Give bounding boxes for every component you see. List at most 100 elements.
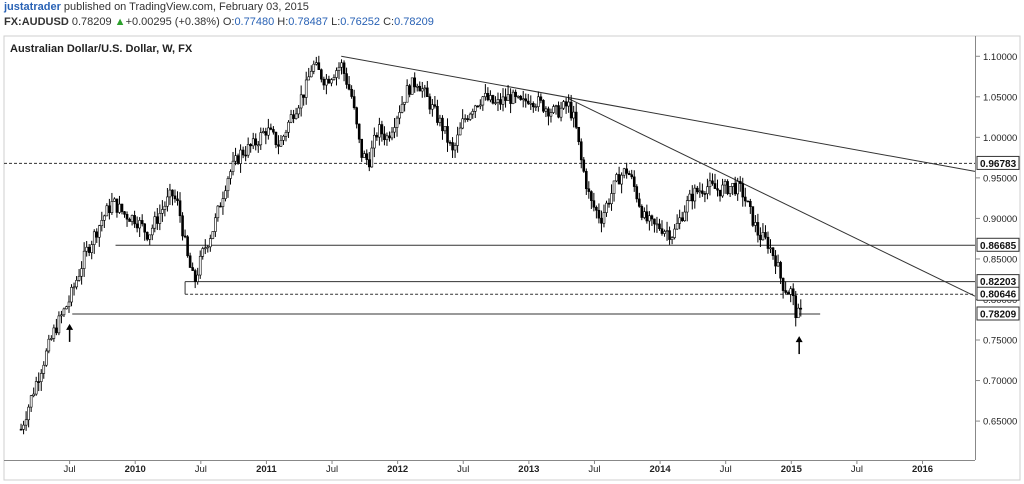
- candle-body: [115, 198, 119, 213]
- candle-body: [355, 107, 358, 125]
- candle-body: [378, 124, 381, 138]
- candle-body: [615, 174, 618, 182]
- candle-body: [70, 287, 73, 303]
- candle-body: [557, 105, 560, 118]
- candle-body: [413, 77, 417, 88]
- candle-body: [726, 181, 729, 194]
- candle-body: [524, 98, 528, 102]
- candle-body: [279, 139, 283, 147]
- candle-body: [473, 105, 477, 112]
- candle-body: [125, 214, 129, 220]
- candle-body: [754, 222, 757, 226]
- candle-body: [610, 193, 613, 205]
- up-arrow-icon: [795, 336, 803, 343]
- candle-body: [418, 85, 422, 92]
- candle-body: [27, 406, 30, 421]
- candle-body: [385, 135, 389, 141]
- candle-body: [713, 183, 717, 189]
- candle-body: [67, 301, 71, 307]
- price-level-label: 0.78209: [980, 309, 1017, 320]
- y-tick-label: 1.05000: [983, 92, 1017, 103]
- candle-body: [176, 198, 179, 202]
- candle-body: [637, 198, 641, 207]
- candle-body: [595, 206, 598, 211]
- candle-body: [173, 195, 177, 200]
- candle-body: [100, 219, 104, 227]
- candle-body: [408, 85, 411, 95]
- candle-body: [97, 225, 101, 238]
- candle-body: [37, 381, 41, 383]
- candle-body: [438, 117, 442, 123]
- candle-body: [701, 190, 704, 194]
- candle-body: [602, 212, 606, 224]
- candle-body: [600, 217, 603, 224]
- candle-body: [511, 91, 515, 104]
- candle-body: [65, 306, 68, 310]
- candle-body: [786, 292, 790, 295]
- candle-body: [521, 98, 525, 101]
- candle-body: [431, 104, 434, 110]
- candle-body: [484, 93, 487, 98]
- low-value: 0.76252: [340, 16, 381, 28]
- open-value: 0.77480: [234, 16, 275, 28]
- y-tick-label: 0.65000: [983, 417, 1017, 428]
- candle-body: [90, 244, 94, 253]
- candle-body: [648, 215, 651, 222]
- candle-body: [393, 127, 396, 133]
- close-value: 0.78209: [394, 16, 434, 28]
- candle-body: [516, 95, 520, 98]
- candle-body: [118, 203, 121, 213]
- candle-body: [605, 202, 608, 213]
- time-axis: Jul 2010 Jul 2011 Jul 2012 Jul 2013 Jul 2014 Jul 20…: [64, 460, 933, 475]
- candle-body: [193, 270, 197, 282]
- candle-body: [653, 218, 656, 225]
- candle-body: [771, 247, 775, 257]
- candle-body: [244, 154, 247, 157]
- candle-body: [491, 95, 495, 104]
- candle-body: [322, 78, 326, 86]
- candle-body: [640, 206, 644, 218]
- candle-body: [370, 147, 374, 168]
- candle-body: [259, 132, 263, 146]
- y-tick-label: 0.75000: [983, 336, 1017, 347]
- candle-body: [494, 102, 497, 104]
- candle-body: [327, 78, 331, 84]
- candle-body: [272, 129, 275, 133]
- candle-body: [80, 268, 83, 277]
- candle-body: [529, 103, 533, 105]
- candle-body: [72, 286, 76, 289]
- candle-body: [309, 70, 313, 78]
- candle-body: [398, 112, 401, 119]
- candle-body: [683, 211, 687, 221]
- candle-body: [655, 223, 659, 226]
- author-link[interactable]: justatrader: [4, 1, 61, 13]
- candle-body: [751, 206, 755, 226]
- candle-body: [448, 142, 452, 144]
- symbol-label: FX:AUDUSD: [4, 16, 69, 28]
- candle-body: [140, 220, 144, 225]
- candle-body: [577, 126, 581, 143]
- x-tick-label: Jul: [457, 464, 469, 475]
- candle-body: [325, 78, 328, 86]
- candle-body: [161, 209, 164, 214]
- candle-body: [446, 126, 449, 143]
- candle-body: [673, 228, 676, 238]
- candle-body: [774, 255, 777, 267]
- x-tick-label: Jul: [326, 464, 338, 475]
- candle-body: [486, 93, 490, 101]
- candle-body: [426, 87, 429, 97]
- up-arrow-icon: [66, 323, 74, 330]
- candle-body: [320, 69, 323, 80]
- candlesticks: [19, 55, 803, 435]
- candle-body: [479, 104, 482, 107]
- candle-body: [433, 104, 437, 107]
- candle-body: [201, 248, 205, 257]
- price-level-labels: 0.96783 0.86685 0.82203 0.80646 0.78209: [976, 155, 1020, 321]
- candle-body: [77, 275, 81, 281]
- candle-body: [471, 111, 475, 115]
- candle-body: [39, 373, 43, 382]
- candle-body: [736, 181, 740, 195]
- candle-body: [711, 180, 714, 184]
- candle-body: [362, 153, 366, 158]
